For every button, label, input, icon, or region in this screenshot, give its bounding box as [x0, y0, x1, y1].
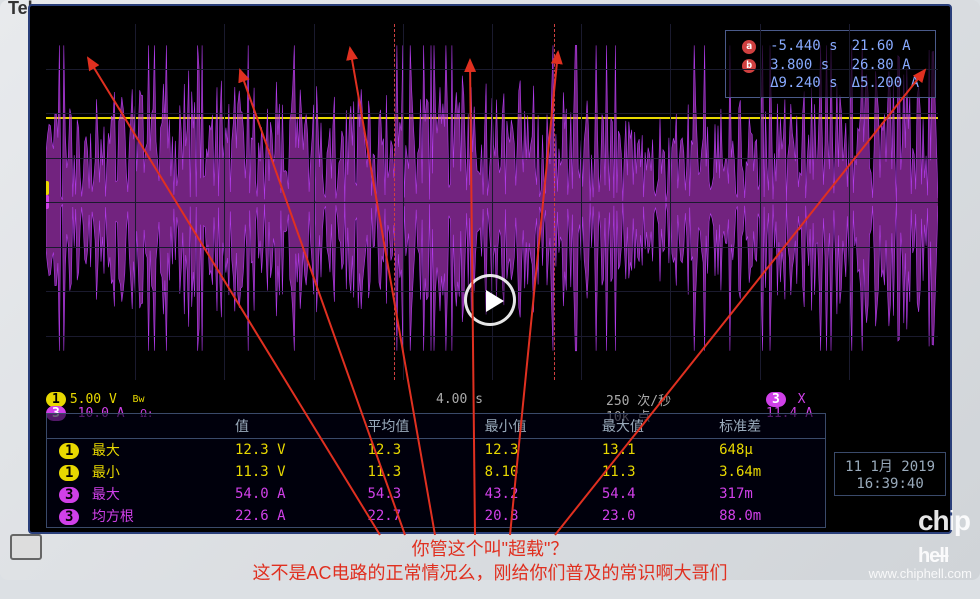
- meas-row: 3 最大 54.0 A54.3 43.254.4 317m: [47, 483, 826, 505]
- cursor-b-val: 26.80 A: [846, 56, 925, 73]
- time: 16:39:40: [845, 476, 935, 492]
- timestamp: 11 1月 2019 16:39:40: [834, 452, 946, 496]
- meas-row: 1 最大 12.3 V12.3 12.313.1 648µ: [47, 439, 826, 462]
- chiphell-logo: chiphell: [918, 505, 970, 569]
- watermark: www.chiphell.com: [869, 566, 972, 581]
- cursor-delta-v: Δ5.200 A: [846, 75, 925, 91]
- measurement-table: 值平均值最小值最大值标准差 1 最大 12.3 V12.3 12.313.1 6…: [46, 413, 826, 528]
- meas-header: 标准差: [707, 414, 825, 439]
- status-bar: 1 5.00 V Bw 3 10.0 A Ω: 4.00 s 250 次/秒 1…: [46, 388, 938, 410]
- scope-screen: 1 3 a b a -5.440 s 21.60 A b 3.800 s 26.…: [28, 4, 952, 534]
- readout-b-icon: b: [742, 59, 756, 73]
- meas-row: 3 均方根 22.6 A22.7 20.823.0 88.0m: [47, 505, 826, 528]
- meas-header: 平均值: [355, 414, 472, 439]
- meas-header: [47, 414, 223, 439]
- ch1-scale: 5.00 V: [70, 392, 117, 407]
- annotation-line2: 这不是AC电路的正常情况么，刚给你们普及的常识啊大哥们: [0, 559, 980, 585]
- meas-header: 值: [223, 414, 355, 439]
- meas-row: 1 最小 11.3 V11.3 8.1011.3 3.64m: [47, 461, 826, 483]
- meas-header: 最小值: [473, 414, 590, 439]
- timebase: 4.00 s: [436, 392, 483, 407]
- readout-a-icon: a: [742, 40, 756, 54]
- cursor-ch-pill: 3: [766, 392, 786, 407]
- play-button[interactable]: [464, 274, 516, 326]
- cursor-readout: a -5.440 s 21.60 A b 3.800 s 26.80 A Δ9.…: [725, 30, 936, 98]
- cursor-mode: X: [798, 392, 806, 407]
- ch1-marker: 1: [46, 181, 49, 195]
- waveform-area: 1 3 a b a -5.440 s 21.60 A b 3.800 s 26.…: [46, 24, 938, 380]
- annotation-line1: 你管这个叫"超载"？: [0, 535, 980, 561]
- meas-header: 最大值: [590, 414, 707, 439]
- ch1-pill[interactable]: 1: [46, 392, 66, 407]
- cursor-a-time: -5.440 s: [764, 37, 843, 54]
- date: 11 1月 2019: [845, 456, 935, 476]
- ch1-bw: Bw: [132, 394, 144, 405]
- cursor-b-time: 3.800 s: [764, 56, 843, 73]
- cursor-delta-t: Δ9.240 s: [764, 75, 843, 91]
- cursor-a-val: 21.60 A: [846, 37, 925, 54]
